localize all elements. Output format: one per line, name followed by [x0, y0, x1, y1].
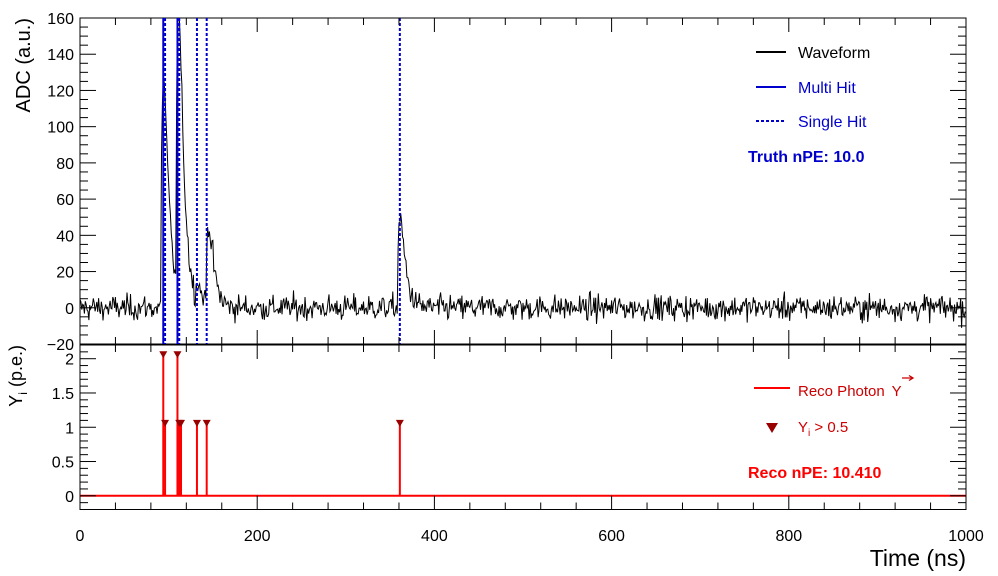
bottom-plot-area: [80, 351, 966, 497]
legend-threshold-marker: [766, 423, 778, 433]
x-tick-label: 400: [421, 528, 448, 545]
legend-threshold-rest: > 0.5: [810, 419, 848, 436]
reco-npe-annotation: Reco nPE: 10.410: [748, 465, 882, 482]
threshold-marker: [202, 419, 211, 427]
bottom-y-tick-label: 1: [65, 420, 74, 437]
top-y-tick-label: 20: [56, 265, 74, 282]
legend-threshold-sub: i: [808, 428, 810, 439]
top-axes: −20 0 20 40 60 80 100 120 140 160: [47, 11, 967, 354]
threshold-marker: [192, 419, 201, 427]
legend-threshold-main: Y: [798, 419, 808, 436]
bottom-y-tick-label: 1.5: [52, 386, 74, 403]
bottom-axes: 0 0.5 1 1.5 2 0 200 400 600 800 1000: [52, 345, 984, 545]
top-y-tick-label: 40: [56, 228, 74, 245]
reco-photon-series: [80, 355, 966, 497]
threshold-marker: [395, 419, 404, 427]
legend-reco-photon-text: Reco Photon: [798, 383, 885, 400]
bottom-y-tick-label: 2: [65, 352, 74, 369]
bottom-y-label-sub: i: [16, 392, 30, 395]
x-tick-label: 800: [775, 528, 802, 545]
bottom-y-tick-label: 0: [65, 489, 74, 506]
legend-threshold-label: Yi > 0.5: [798, 419, 848, 439]
legend-reco-photon-symbol: Y: [892, 383, 902, 400]
top-legend: Waveform Multi Hit Single Hit Truth nPE:…: [748, 45, 870, 166]
top-y-tick-label: 0: [65, 301, 74, 318]
top-y-tick-label: 120: [47, 83, 74, 100]
top-y-tick-label: 140: [47, 47, 74, 64]
threshold-marker: [161, 419, 170, 427]
top-plot-area: [80, 18, 966, 344]
top-y-tick-label: −20: [47, 337, 74, 354]
x-tick-label: 1000: [948, 528, 984, 545]
legend-multi-hit-label: Multi Hit: [798, 80, 856, 97]
bottom-legend: Reco Photon Y Yi > 0.5 Reco nPE: 10.410: [748, 374, 915, 482]
bottom-y-axis-label: Yi (p.e.): [6, 345, 30, 407]
bottom-y-tick-label: 0.5: [52, 455, 74, 472]
x-axis-label: Time (ns): [870, 545, 966, 571]
x-tick-label: 200: [244, 528, 271, 545]
top-y-tick-label: 100: [47, 120, 74, 137]
legend-waveform-label: Waveform: [798, 45, 870, 62]
bottom-y-label-main: Y: [6, 395, 26, 407]
top-y-axis-label: ADC (a.u.): [13, 18, 35, 112]
legend-reco-photon-label: Reco Photon Y: [798, 383, 902, 400]
top-y-tick-label: 80: [56, 156, 74, 173]
threshold-marker: [173, 351, 182, 359]
bottom-y-label-rest: (p.e.): [6, 345, 26, 392]
top-pad-frame: [79, 17, 967, 345]
top-y-tick-label: 60: [56, 192, 74, 209]
truth-npe-annotation: Truth nPE: 10.0: [748, 149, 865, 166]
x-tick-label: 0: [76, 528, 85, 545]
waveform-line: [80, 18, 966, 328]
top-y-tick-label: 160: [47, 11, 74, 28]
threshold-marker: [177, 419, 186, 427]
x-tick-label: 600: [598, 528, 625, 545]
legend-single-hit-label: Single Hit: [798, 114, 867, 131]
legend-reco-photon-arrow: [902, 374, 915, 382]
threshold-marker: [159, 351, 168, 359]
